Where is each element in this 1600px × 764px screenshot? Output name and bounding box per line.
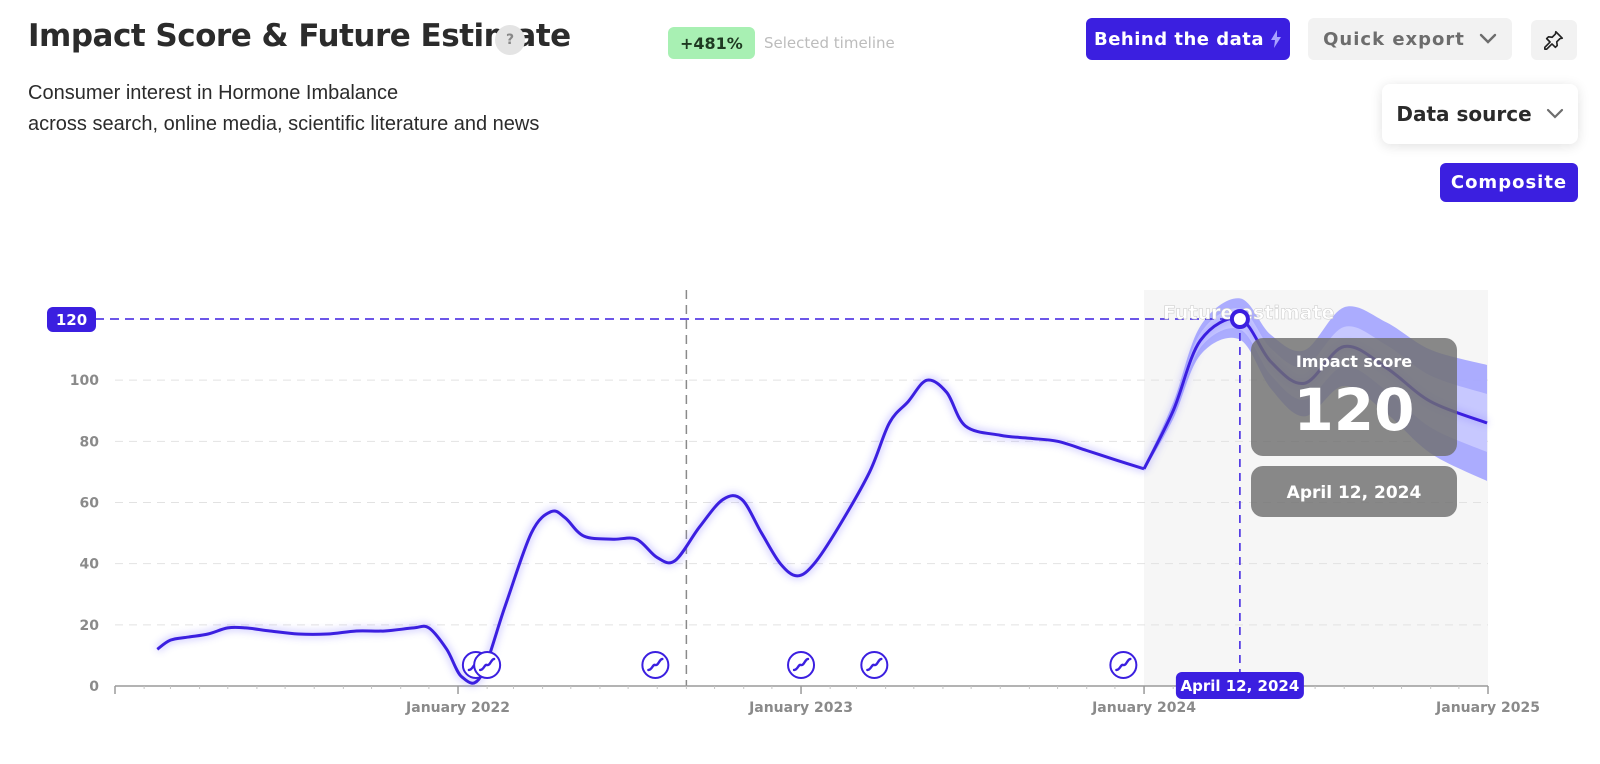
behind-the-data-label: Behind the data bbox=[1093, 28, 1265, 50]
composite-button[interactable]: Composite bbox=[1440, 163, 1578, 202]
trend-event-glyph bbox=[792, 657, 810, 672]
badge-caption: Selected timeline bbox=[764, 34, 895, 52]
subtitle-line-2: across search, online media, scientific … bbox=[28, 113, 540, 135]
tooltip-card bbox=[1251, 338, 1457, 456]
y-tick-label: 0 bbox=[89, 679, 99, 695]
chevron-down-icon bbox=[1479, 33, 1497, 44]
chart-subtitle: Consumer interest in Hormone Imbalance a… bbox=[28, 78, 539, 140]
x-tick-label: January 2024 bbox=[1091, 700, 1196, 716]
y-tick-label: 100 bbox=[70, 373, 99, 389]
tooltip-value: 120 bbox=[1293, 376, 1414, 444]
y-tick-label: 20 bbox=[80, 618, 100, 634]
subtitle-line-1: Consumer interest in Hormone Imbalance bbox=[28, 82, 399, 104]
tooltip-date-card bbox=[1251, 466, 1457, 517]
pin-button[interactable] bbox=[1531, 20, 1577, 60]
help-button[interactable]: ? bbox=[495, 25, 525, 55]
reference-value-label: 120 bbox=[56, 311, 87, 329]
pin-icon bbox=[1544, 30, 1564, 50]
y-tick-label: 80 bbox=[80, 434, 100, 450]
behind-the-data-button[interactable]: Behind the data bbox=[1086, 18, 1290, 60]
quick-export-button[interactable]: Quick export bbox=[1308, 18, 1512, 60]
x-tick-label: January 2022 bbox=[405, 700, 510, 716]
tooltip-label: Impact score bbox=[1296, 352, 1412, 371]
y-tick-label: 60 bbox=[80, 496, 100, 512]
chevron-down-icon bbox=[1546, 108, 1563, 119]
selected-date-label: April 12, 2024 bbox=[1181, 677, 1300, 695]
series-glow bbox=[155, 376, 1145, 687]
forecast-region-label: Future estimate bbox=[1163, 302, 1334, 324]
page-title: Impact Score & Future Estimate bbox=[28, 18, 571, 54]
selected-point-marker[interactable] bbox=[1229, 309, 1250, 329]
series-line-impact-score bbox=[156, 378, 1145, 685]
y-tick-label: 40 bbox=[80, 557, 100, 573]
reference-value-badge bbox=[47, 307, 96, 332]
change-badge: +481% bbox=[668, 27, 755, 59]
trend-event-glyph bbox=[478, 657, 496, 672]
data-source-dropdown[interactable]: Data source bbox=[1382, 84, 1578, 144]
trend-event-glyph bbox=[647, 657, 664, 672]
data-source-label: Data source bbox=[1396, 102, 1532, 126]
tooltip-date: April 12, 2024 bbox=[1287, 483, 1422, 503]
x-tick-label: January 2025 bbox=[1435, 700, 1540, 716]
selected-date-badge bbox=[1175, 672, 1304, 699]
quick-export-label: Quick export bbox=[1323, 28, 1465, 50]
trend-event-glyph bbox=[866, 657, 883, 672]
lightning-icon bbox=[1271, 30, 1282, 48]
x-tick-label: January 2023 bbox=[748, 700, 853, 716]
trend-event-glyph bbox=[1115, 657, 1132, 672]
